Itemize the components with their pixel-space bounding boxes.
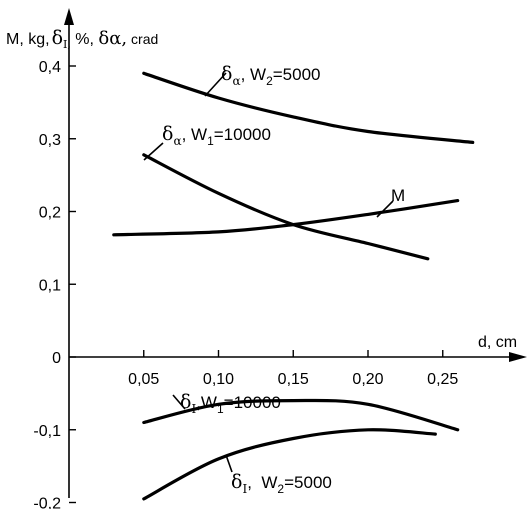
label-di-w2: δI, W2=5000 [231,471,332,496]
label-m: M [391,186,405,205]
label-da-w2: δα, W2=5000 [221,63,321,88]
x-axis-label: d, cm [478,334,517,351]
x-tick-label: 0,20 [352,371,383,388]
leader-di-w2 [225,454,233,473]
y-tick-label: 0,2 [39,205,61,222]
y-axis-arrow [64,8,74,25]
y-axis-label: M, kg, δI, %, δα, crad [6,27,158,51]
series-line-da-w1 [142,153,430,261]
y-tick-label: -0,1 [33,423,61,440]
leader-m [376,200,394,218]
leader-da-w2 [204,72,227,97]
label-di-w1: δI,W1=10000 [180,391,281,416]
x-tick-label: 0,25 [427,371,458,388]
y-tick-label: 0,3 [39,132,61,149]
y-tick-label: 0 [52,350,61,367]
series-line-di-w1 [142,398,460,432]
series-line-da-w2 [142,71,475,144]
series-line-di-w2 [142,428,437,501]
leader-di-w1 [172,394,186,410]
x-tick-label: 0,05 [128,371,159,388]
x-axis-arrow [509,352,527,362]
x-tick-label: 0,10 [203,371,234,388]
y-tick-label: -0,2 [33,496,61,509]
y-tick-label: 0,1 [39,277,61,294]
y-tick-label: 0,4 [39,59,61,76]
leader-da-w1 [143,142,164,161]
label-da-w1: δα, W1=10000 [162,123,271,148]
series-line-m [112,199,460,237]
x-tick-label: 0,15 [278,371,309,388]
